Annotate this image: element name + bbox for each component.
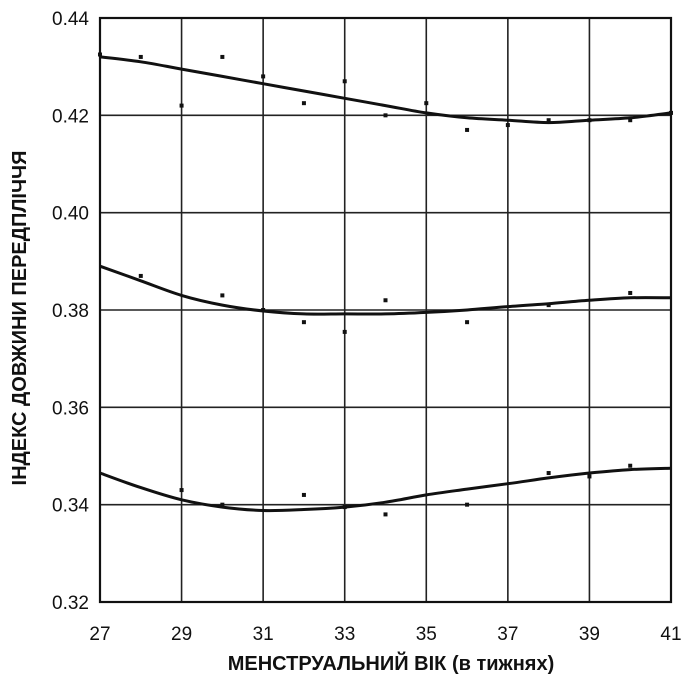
- x-tick-label-7: 41: [660, 624, 681, 645]
- x-tick-label-3: 33: [334, 624, 355, 645]
- data-point-20: [383, 298, 388, 303]
- data-point-25: [220, 502, 225, 507]
- data-point-17: [261, 308, 266, 312]
- data-point-9: [465, 127, 470, 132]
- data-point-4: [261, 74, 266, 79]
- y-tick-label-3: 0.38: [52, 301, 89, 322]
- data-point-18: [301, 320, 306, 325]
- series-group: [99, 55, 672, 513]
- data-point-5: [301, 101, 306, 106]
- series-line-0: [99, 55, 672, 125]
- y-tick-label-2: 0.36: [52, 398, 89, 419]
- data-point-0: [98, 52, 102, 57]
- x-tick-label-1: 29: [171, 624, 192, 645]
- x-tick-label-2: 31: [253, 624, 274, 645]
- data-point-6: [342, 79, 347, 84]
- data-point-16: [220, 293, 225, 298]
- data-point-7: [383, 113, 388, 118]
- y-tick-label-0: 0.32: [52, 593, 89, 614]
- data-point-12: [587, 118, 592, 123]
- data-point-14: [669, 110, 673, 115]
- data-point-2: [179, 103, 184, 108]
- data-point-8: [424, 101, 429, 106]
- y-tick-label-6: 0.44: [52, 9, 89, 30]
- data-point-11: [546, 118, 551, 123]
- data-point-13: [628, 118, 633, 123]
- series-line-2: [99, 466, 672, 513]
- data-point-3: [220, 54, 225, 59]
- y-axis-title: ІНДЕКС ДОВЖИНИ ПЕРЕДПЛІЧЧЯ: [9, 151, 31, 486]
- data-point-22: [546, 303, 551, 308]
- data-point-19: [342, 329, 347, 334]
- x-tick-label-4: 35: [416, 624, 437, 645]
- data-point-29: [465, 502, 470, 507]
- x-tick-labels: 27 29 31 33 35 37 39 41: [89, 624, 681, 645]
- data-point-26: [301, 492, 306, 497]
- data-point-28: [383, 512, 388, 517]
- data-point-10: [505, 123, 510, 128]
- points-group: [98, 52, 673, 517]
- x-tick-label-6: 39: [579, 624, 600, 645]
- y-tick-labels: 0.32 0.34 0.36 0.38 0.40 0.42 0.44: [52, 9, 89, 614]
- x-axis-title: МЕНСТРУАЛЬНИЙ ВІК (в тижнях): [228, 651, 555, 675]
- y-tick-label-1: 0.34: [52, 496, 89, 517]
- x-tick-label-5: 37: [497, 624, 518, 645]
- data-point-23: [628, 290, 633, 295]
- y-tick-label-5: 0.42: [52, 106, 89, 127]
- plot-border: [98, 16, 673, 604]
- data-point-1: [138, 54, 143, 59]
- data-point-30: [546, 471, 551, 476]
- data-point-27: [342, 505, 347, 510]
- data-point-31: [587, 474, 592, 479]
- data-point-24: [179, 488, 184, 493]
- data-point-15: [138, 273, 143, 278]
- x-tick-label-0: 27: [89, 624, 110, 645]
- plot-frame: [98, 16, 673, 604]
- data-point-21: [465, 320, 470, 325]
- data-point-32: [628, 463, 633, 468]
- series-line-1: [99, 264, 672, 316]
- y-tick-label-4: 0.40: [52, 204, 89, 225]
